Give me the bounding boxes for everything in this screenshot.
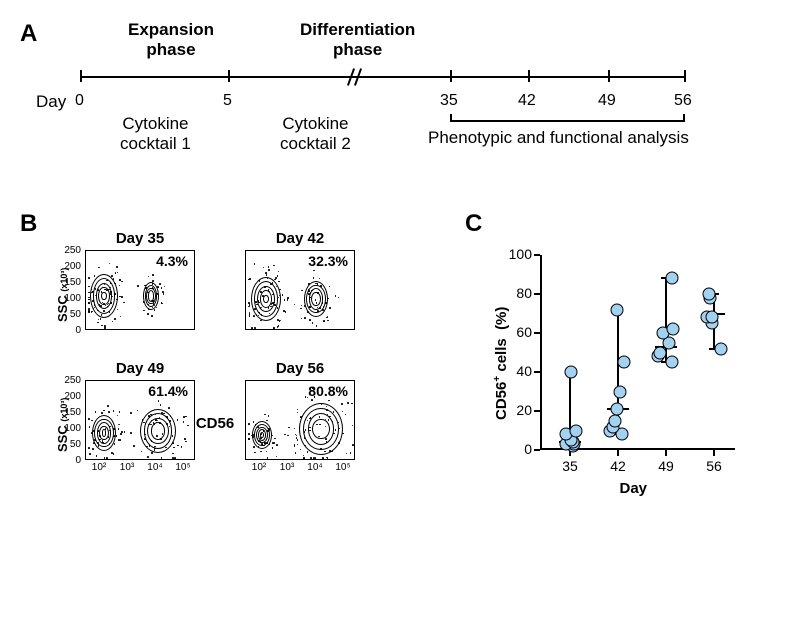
facs-plot-day-42: Day 42 32.3% bbox=[215, 230, 360, 335]
c-xtick-label: 42 bbox=[603, 458, 633, 474]
ssc-unit: (x10³) bbox=[59, 268, 69, 292]
tick-d49 bbox=[608, 70, 610, 82]
c-ytick bbox=[534, 332, 540, 334]
c-point bbox=[667, 323, 680, 336]
plot-title: Day 42 bbox=[245, 230, 355, 247]
ssc-unit: (x10³) bbox=[59, 398, 69, 422]
plot-frame: 80.8% bbox=[245, 380, 355, 460]
panel-a-label: A bbox=[20, 20, 37, 48]
ytick: 0 bbox=[59, 325, 81, 336]
c-x-axis-label: Day bbox=[620, 480, 648, 497]
day-row-label: Day bbox=[36, 92, 66, 112]
plot-title: Day 56 bbox=[245, 360, 355, 377]
figure: A Expansion phase Differentiation phase … bbox=[20, 20, 768, 620]
c-point bbox=[569, 424, 582, 437]
phase-1-label: Expansion phase bbox=[128, 20, 214, 60]
tick-d0 bbox=[80, 70, 82, 82]
day-56: 56 bbox=[674, 92, 692, 110]
phase-2-label: Differentiation phase bbox=[300, 20, 415, 60]
c-ytick bbox=[534, 449, 540, 451]
cocktail-1: Cytokine cocktail 1 bbox=[120, 114, 191, 154]
c-point bbox=[665, 272, 678, 285]
day-0: 0 bbox=[75, 92, 84, 110]
panel-b-label: B bbox=[20, 210, 37, 238]
pct-label: 32.3% bbox=[308, 253, 348, 269]
c-point bbox=[705, 311, 718, 324]
plot-title: Day 49 bbox=[85, 360, 195, 377]
c-point bbox=[715, 342, 728, 355]
c-point bbox=[613, 385, 626, 398]
c-point bbox=[703, 288, 716, 301]
ytick: 250 bbox=[59, 245, 81, 256]
panel-c-label: C bbox=[465, 210, 482, 238]
pct-label: 4.3% bbox=[156, 253, 188, 269]
xtick: 10⁵ bbox=[333, 462, 353, 473]
analysis-label: Phenotypic and functional analysis bbox=[428, 128, 689, 148]
xtick: 10² bbox=[249, 462, 269, 473]
c-ytick-label: 80 bbox=[504, 285, 532, 301]
xtick: 10² bbox=[89, 462, 109, 473]
plot-title: Day 35 bbox=[85, 230, 195, 247]
xtick: 10³ bbox=[277, 462, 297, 473]
c-ytick-label: 0 bbox=[504, 441, 532, 457]
contour bbox=[151, 422, 165, 440]
c-xtick-label: 49 bbox=[651, 458, 681, 474]
contour bbox=[102, 429, 107, 436]
c-ytick bbox=[534, 371, 540, 373]
c-xtick-label: 35 bbox=[555, 458, 585, 474]
day-5: 5 bbox=[223, 92, 232, 110]
day-49: 49 bbox=[598, 92, 616, 110]
tick-d42 bbox=[528, 70, 530, 82]
y-axis-label: SSC (x10³) bbox=[55, 398, 70, 452]
tick-d56 bbox=[684, 70, 686, 82]
contour bbox=[101, 292, 107, 301]
facs-plot-day-35: Day 354.3%050100150200250SSC (x10³) bbox=[55, 230, 200, 335]
c-point bbox=[665, 356, 678, 369]
day-42: 42 bbox=[518, 92, 536, 110]
ytick: 0 bbox=[59, 455, 81, 466]
timeline-line bbox=[80, 76, 685, 78]
xtick: 10⁴ bbox=[305, 462, 325, 473]
facs-plot-day-49: Day 4961.4%050100150200250SSC (x10³)10²1… bbox=[55, 360, 200, 465]
panel-c-chart: 02040608010035424956CD56+ cells (%)Day bbox=[490, 245, 750, 505]
x-axis-label-cd56: CD56 bbox=[175, 415, 255, 432]
c-ytick-label: 100 bbox=[504, 246, 532, 262]
c-ytick bbox=[534, 293, 540, 295]
cocktail-2: Cytokine cocktail 2 bbox=[280, 114, 351, 154]
xtick: 10⁴ bbox=[145, 462, 165, 473]
analysis-bracket bbox=[450, 114, 685, 122]
c-point bbox=[611, 403, 624, 416]
plot-frame: 4.3% bbox=[85, 250, 195, 330]
tick-d5 bbox=[228, 70, 230, 82]
xtick: 10⁵ bbox=[173, 462, 193, 473]
c-point bbox=[617, 356, 630, 369]
c-ytick bbox=[534, 410, 540, 412]
plot-frame: 32.3% bbox=[245, 250, 355, 330]
xtick: 10³ bbox=[117, 462, 137, 473]
contour bbox=[312, 419, 330, 440]
tick-d35 bbox=[450, 70, 452, 82]
ytick: 250 bbox=[59, 375, 81, 386]
c-point bbox=[609, 414, 622, 427]
c-xtick bbox=[665, 450, 667, 456]
c-xtick bbox=[617, 450, 619, 456]
c-xtick bbox=[713, 450, 715, 456]
pct-label: 61.4% bbox=[148, 383, 188, 399]
ssc-text: SSC bbox=[55, 295, 70, 322]
c-point bbox=[565, 366, 578, 379]
y-axis-label: SSC (x10³) bbox=[55, 268, 70, 322]
c-y-axis-label: CD56+ cells (%) bbox=[492, 307, 510, 420]
c-point bbox=[653, 346, 666, 359]
day-35: 35 bbox=[440, 92, 458, 110]
c-point bbox=[610, 303, 623, 316]
facs-plot-day-56: Day 5680.8%10²10³10⁴10⁵ bbox=[215, 360, 360, 465]
ssc-text: SSC bbox=[55, 425, 70, 452]
c-xtick-label: 56 bbox=[699, 458, 729, 474]
c-ytick bbox=[534, 254, 540, 256]
